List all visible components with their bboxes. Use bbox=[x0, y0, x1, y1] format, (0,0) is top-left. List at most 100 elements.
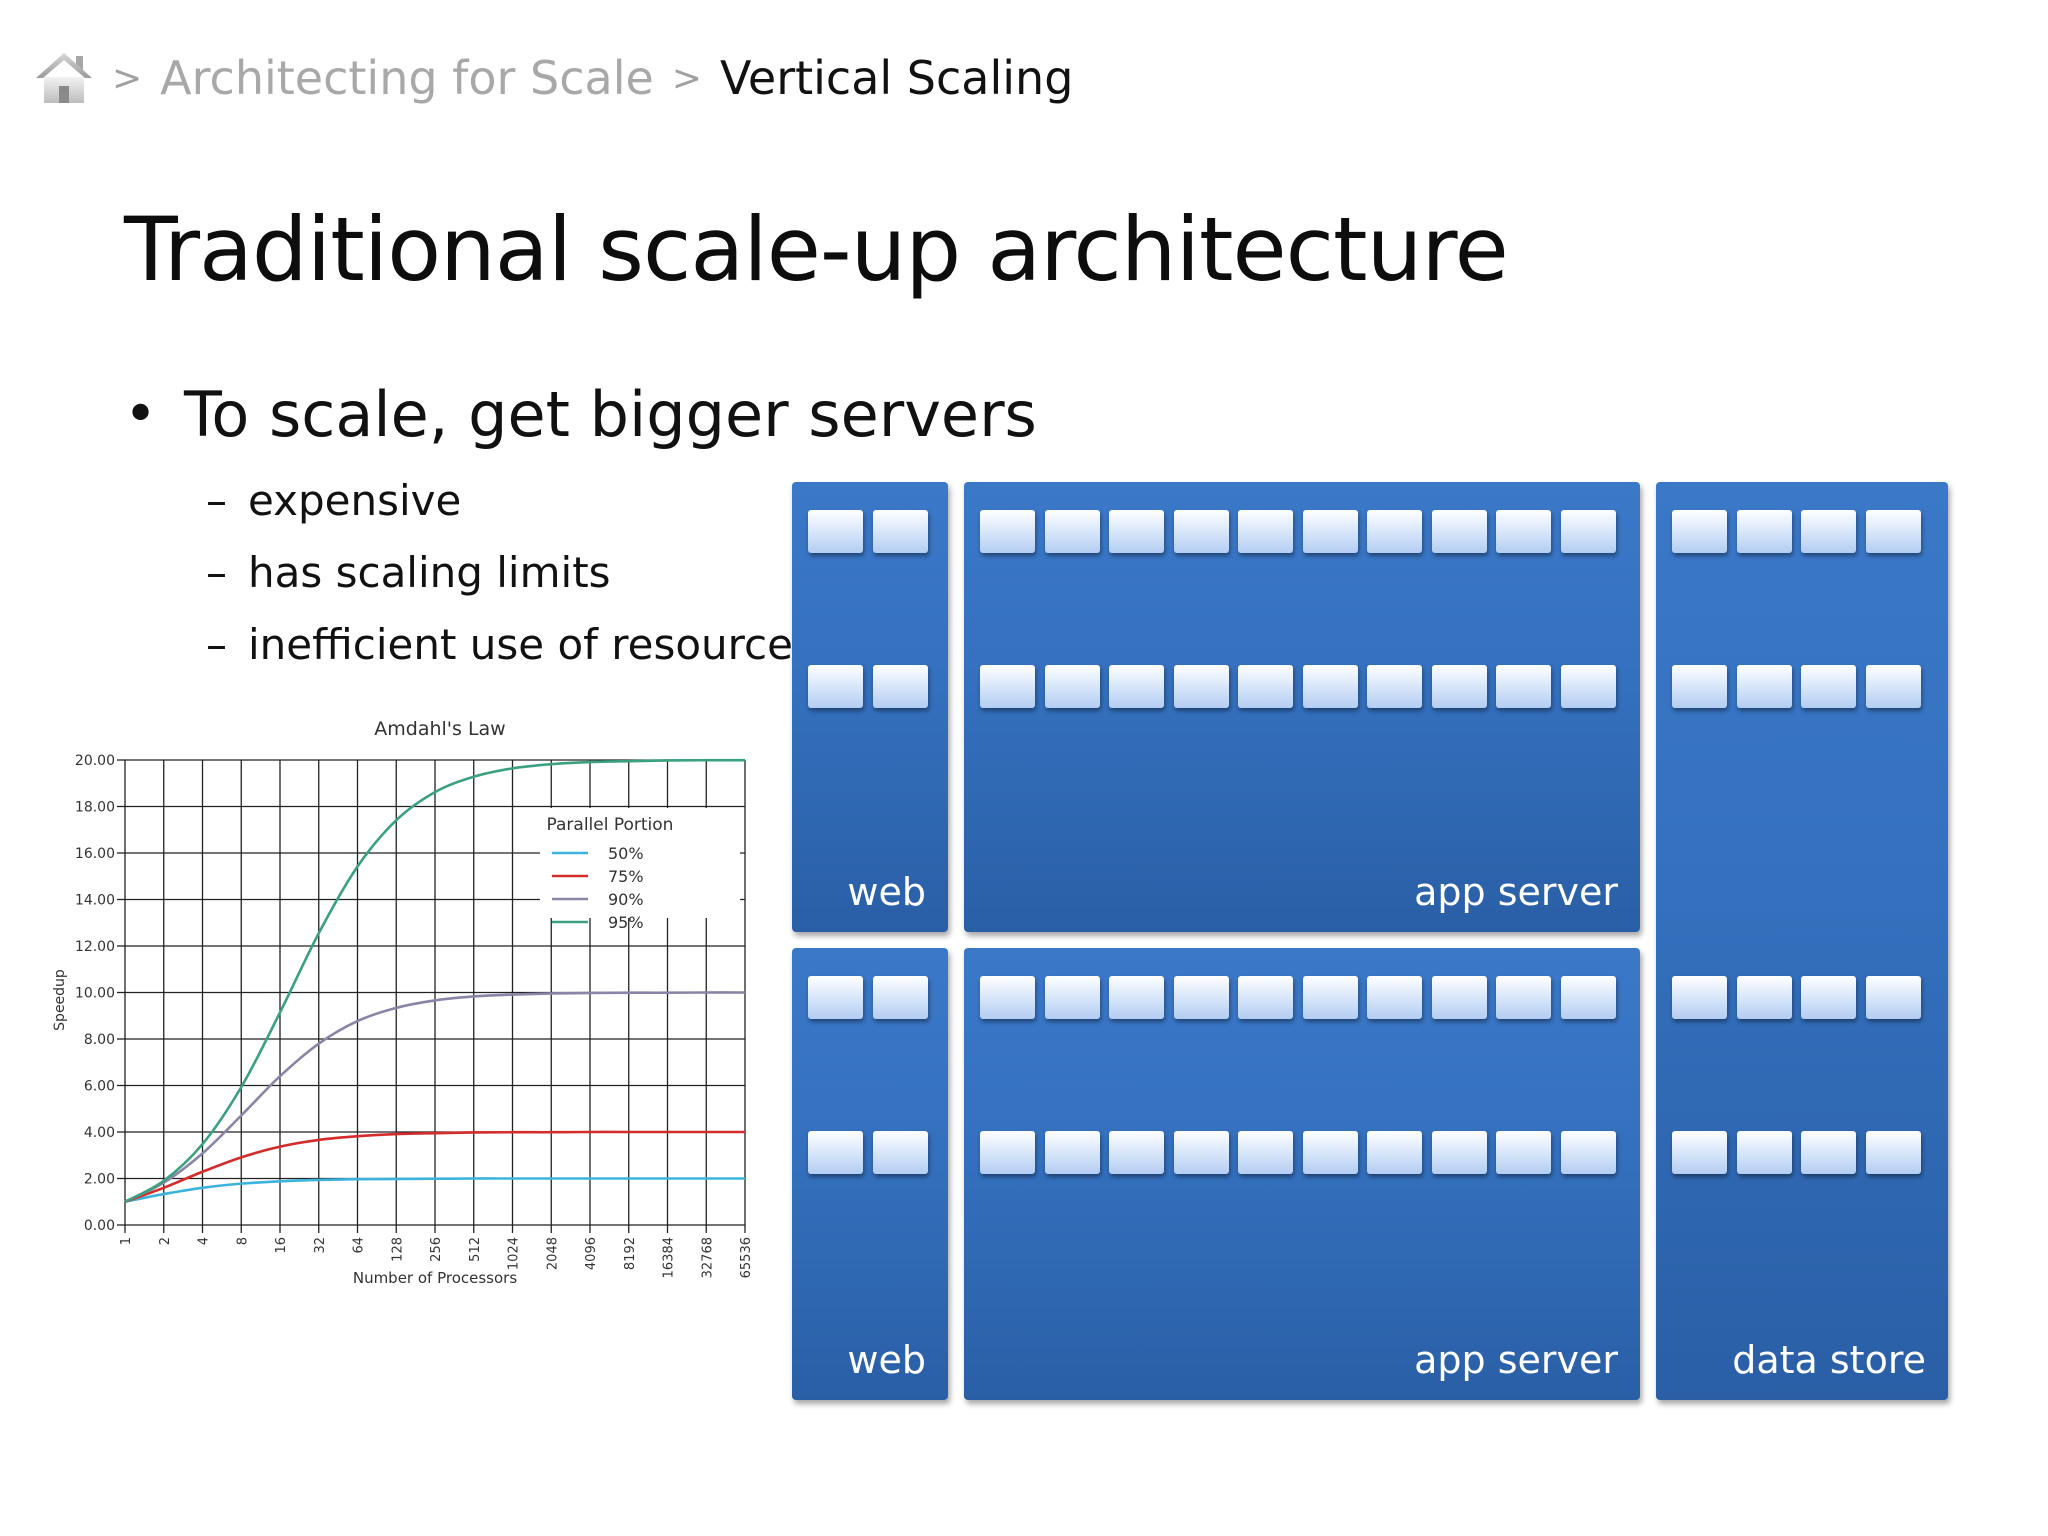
server-unit bbox=[1044, 1131, 1100, 1174]
chart-x-ticks: 1 2 4 8 16 32 64 128 256 512 1024 2048 4096 8192 16384… bbox=[119, 1225, 754, 1278]
main-bullet: • To scale, get bigger servers bbox=[124, 378, 1037, 451]
y-tick-label: 18.00 bbox=[75, 800, 115, 816]
y-tick-label: 12.00 bbox=[75, 939, 115, 955]
legend-title: Parallel Portion bbox=[547, 815, 674, 835]
server-unit bbox=[1431, 665, 1487, 708]
server-unit bbox=[1367, 976, 1422, 1019]
server-unit bbox=[872, 976, 928, 1019]
server-unit bbox=[1865, 976, 1921, 1019]
x-tick-label: 512 bbox=[468, 1237, 483, 1262]
rack-web: web bbox=[792, 482, 948, 932]
y-tick-label: 2.00 bbox=[84, 1172, 115, 1188]
server-unit bbox=[1173, 976, 1229, 1019]
server-unit bbox=[1496, 510, 1551, 553]
server-unit bbox=[1672, 976, 1727, 1019]
chart-y-axis-label: Speedup bbox=[52, 969, 68, 1031]
server-unit bbox=[1560, 976, 1616, 1019]
series-line-90pct bbox=[124, 991, 746, 1203]
server-unit bbox=[872, 1131, 928, 1174]
server-unit bbox=[980, 665, 1035, 708]
server-unit bbox=[1302, 510, 1358, 553]
server-unit bbox=[872, 510, 928, 553]
server-unit bbox=[1173, 665, 1229, 708]
server-unit bbox=[1560, 510, 1616, 553]
x-tick-label: 2 bbox=[158, 1237, 173, 1245]
slide-title: Traditional scale-up architecture bbox=[124, 198, 1509, 301]
y-tick-label: 4.00 bbox=[84, 1125, 115, 1141]
y-tick-label: 8.00 bbox=[84, 1032, 115, 1048]
server-unit bbox=[1302, 1131, 1358, 1174]
x-tick-label: 32768 bbox=[700, 1237, 715, 1278]
server-unit bbox=[1044, 665, 1100, 708]
sub-bullet-list: – expensive – has scaling limits – ineffici… bbox=[206, 474, 815, 690]
server-unit bbox=[1173, 510, 1229, 553]
server-unit bbox=[1367, 510, 1422, 553]
server-unit bbox=[1431, 976, 1487, 1019]
x-tick-label: 65536 bbox=[739, 1237, 754, 1278]
y-tick-label: 20.00 bbox=[75, 753, 115, 769]
sub-bullet-text: inefficient use of resources bbox=[248, 620, 815, 669]
series-line-50pct bbox=[124, 1177, 745, 1204]
chart-series bbox=[124, 758, 746, 1204]
y-tick-label: 0.00 bbox=[84, 1218, 115, 1234]
server-unit bbox=[808, 976, 863, 1019]
server-unit bbox=[1496, 1131, 1551, 1174]
server-unit bbox=[1736, 976, 1792, 1019]
x-tick-label: 256 bbox=[429, 1237, 444, 1262]
rack-app-server: app server bbox=[964, 948, 1640, 1400]
server-unit bbox=[1044, 510, 1100, 553]
breadcrumb-separator: > bbox=[671, 57, 702, 99]
breadcrumb-parent-link[interactable]: Architecting for Scale bbox=[160, 51, 654, 105]
legend-entry: 50% bbox=[608, 844, 644, 863]
rack-web: web bbox=[792, 948, 948, 1400]
server-unit bbox=[808, 1131, 863, 1174]
server-unit bbox=[1672, 665, 1727, 708]
chart-title: Amdahl's Law bbox=[374, 718, 505, 740]
rack-label: data store bbox=[1732, 1338, 1926, 1382]
server-unit bbox=[1238, 976, 1293, 1019]
server-unit bbox=[1736, 510, 1792, 553]
x-tick-label: 4096 bbox=[584, 1237, 599, 1270]
server-unit bbox=[1801, 1131, 1856, 1174]
x-tick-label: 16 bbox=[274, 1237, 289, 1254]
bullet-dot: • bbox=[124, 382, 158, 447]
y-tick-label: 16.00 bbox=[75, 846, 115, 862]
rack-app-server: app server bbox=[964, 482, 1640, 932]
server-unit bbox=[1496, 665, 1551, 708]
server-unit bbox=[1238, 510, 1293, 553]
server-unit bbox=[1238, 1131, 1293, 1174]
server-unit bbox=[980, 510, 1035, 553]
sub-bullet: – expensive bbox=[206, 474, 815, 546]
server-unit bbox=[980, 976, 1035, 1019]
server-unit bbox=[1109, 665, 1164, 708]
server-unit bbox=[1109, 1131, 1164, 1174]
breadcrumb-current: Vertical Scaling bbox=[720, 51, 1074, 105]
x-tick-label: 16384 bbox=[662, 1237, 677, 1278]
rack-label: app server bbox=[1414, 870, 1618, 914]
rack-label: web bbox=[847, 1338, 926, 1382]
server-unit bbox=[1801, 665, 1856, 708]
server-unit bbox=[1109, 510, 1164, 553]
server-unit bbox=[1736, 1131, 1792, 1174]
server-unit bbox=[1238, 665, 1293, 708]
server-unit bbox=[1496, 976, 1551, 1019]
x-tick-label: 128 bbox=[390, 1237, 405, 1262]
server-unit bbox=[1865, 665, 1921, 708]
server-unit bbox=[808, 510, 863, 553]
y-tick-label: 10.00 bbox=[75, 986, 115, 1002]
sub-bullet-dash: – bbox=[206, 476, 227, 525]
breadcrumb: > Architecting for Scale > Vertical Scal… bbox=[34, 48, 1073, 108]
series-line-75pct bbox=[124, 1130, 745, 1203]
x-tick-label: 4 bbox=[197, 1237, 212, 1245]
chart-legend: Parallel Portion 50% 75% 90% 95% bbox=[540, 808, 740, 932]
series-line-95pct bbox=[124, 758, 746, 1203]
x-tick-label: 2048 bbox=[545, 1237, 560, 1270]
server-unit bbox=[1367, 1131, 1422, 1174]
server-unit bbox=[1367, 665, 1422, 708]
server-unit bbox=[1431, 510, 1487, 553]
rack-label: app server bbox=[1414, 1338, 1618, 1382]
home-icon[interactable] bbox=[34, 50, 94, 106]
legend-entry: 95% bbox=[608, 913, 644, 932]
y-tick-label: 6.00 bbox=[84, 1079, 115, 1095]
x-tick-label: 1024 bbox=[507, 1237, 522, 1270]
